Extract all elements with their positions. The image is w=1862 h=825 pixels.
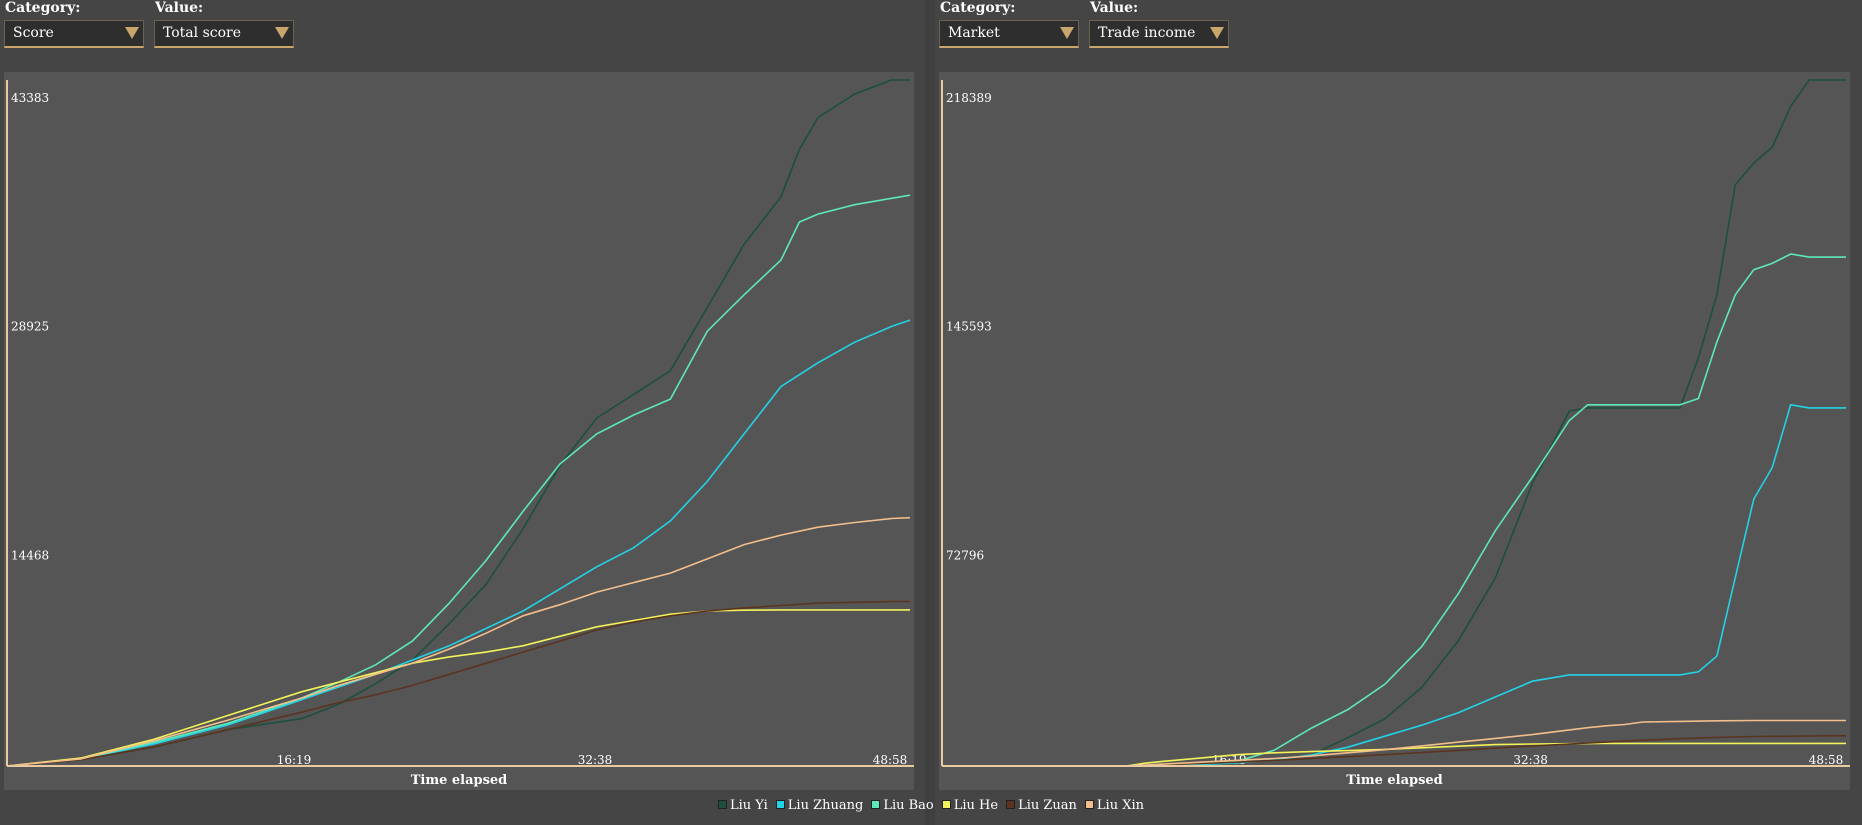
right-value-dropdown-value: Trade income: [1098, 25, 1196, 41]
legend-swatch: [717, 800, 727, 809]
left-value-label: Value:: [155, 0, 204, 16]
series-line-liu-xin: [942, 719, 1846, 767]
x-tick-label: 48:58: [1809, 753, 1844, 767]
right-value-label: Value:: [1090, 0, 1139, 16]
y-tick-label: 43383: [11, 91, 49, 105]
series-line-liu-he: [942, 742, 1846, 767]
chevron-down-icon: [275, 27, 289, 39]
x-tick-label: 48:58: [873, 753, 908, 767]
x-tick-label: 32:38: [1513, 753, 1548, 767]
legend-swatch: [1084, 800, 1094, 809]
right-chart-area: 72796 145593 218389 16:19 32:38 48:58 Time ela…: [939, 72, 1850, 790]
legend-item: Liu Xin: [1084, 798, 1145, 813]
legend-item: Liu He: [941, 798, 999, 813]
chevron-down-icon: [1060, 27, 1074, 39]
series-line-liu-he: [6, 609, 910, 767]
series-line-liu-xin: [6, 516, 911, 767]
legend-item: Liu Bao: [871, 798, 934, 813]
series-line-liu-bao: [942, 253, 1846, 767]
left-value-dropdown[interactable]: Total score: [154, 20, 294, 48]
legend-swatch: [775, 800, 785, 809]
legend-label: Liu Zuan: [1018, 798, 1077, 813]
left-category-dropdown-value: Score: [13, 25, 54, 41]
score-line-chart: 14468 28925 43383 16:19 32:38 48:58 Time elaps…: [6, 79, 914, 788]
x-tick-label: 32:38: [578, 753, 613, 767]
x-tick-label: 16:19: [277, 753, 312, 767]
legend-label: Liu Zhuang: [787, 798, 864, 813]
legend-label: Liu Bao: [883, 798, 934, 813]
right-value-dropdown[interactable]: Trade income: [1089, 20, 1229, 48]
y-tick-label: 145593: [946, 320, 992, 334]
legend-item: Liu Zhuang: [775, 798, 864, 813]
legend-swatch: [941, 800, 951, 809]
legend-label: Liu He: [953, 798, 999, 813]
series-line-liu-zuan: [942, 734, 1846, 767]
x-axis-title: Time elapsed: [1346, 773, 1443, 788]
chart-legend: Liu Yi Liu Zhuang Liu Bao Liu He Liu Zuan Liu…: [0, 798, 1862, 813]
legend-swatch: [1006, 800, 1016, 809]
left-chart-area: 14468 28925 43383 16:19 32:38 48:58 Time elaps…: [4, 72, 914, 790]
legend-swatch: [871, 800, 881, 809]
series-line-liu-bao: [6, 194, 911, 767]
series-line-liu-yi: [6, 79, 910, 767]
y-tick-label: 218389: [946, 91, 992, 105]
left-value-dropdown-value: Total score: [163, 25, 242, 41]
left-category-dropdown[interactable]: Score: [4, 20, 144, 48]
right-category-dropdown-value: Market: [948, 25, 1000, 41]
series-line-liu-zhuang: [6, 319, 911, 767]
right-category-label: Category:: [940, 0, 1016, 16]
y-tick-label: 72796: [946, 548, 984, 562]
y-tick-label: 28925: [11, 320, 49, 334]
legend-label: Liu Xin: [1096, 798, 1145, 813]
chevron-down-icon: [125, 27, 139, 39]
legend-label: Liu Yi: [729, 798, 768, 813]
legend-item: Liu Yi: [717, 798, 768, 813]
left-category-label: Category:: [5, 0, 81, 16]
series-line-liu-zuan: [6, 600, 910, 767]
right-category-dropdown[interactable]: Market: [939, 20, 1079, 48]
series-line-liu-yi: [942, 79, 1846, 767]
chevron-down-icon: [1210, 27, 1224, 39]
legend-item: Liu Zuan: [1006, 798, 1077, 813]
x-axis-title: Time elapsed: [411, 773, 508, 788]
y-tick-label: 14468: [11, 548, 49, 562]
